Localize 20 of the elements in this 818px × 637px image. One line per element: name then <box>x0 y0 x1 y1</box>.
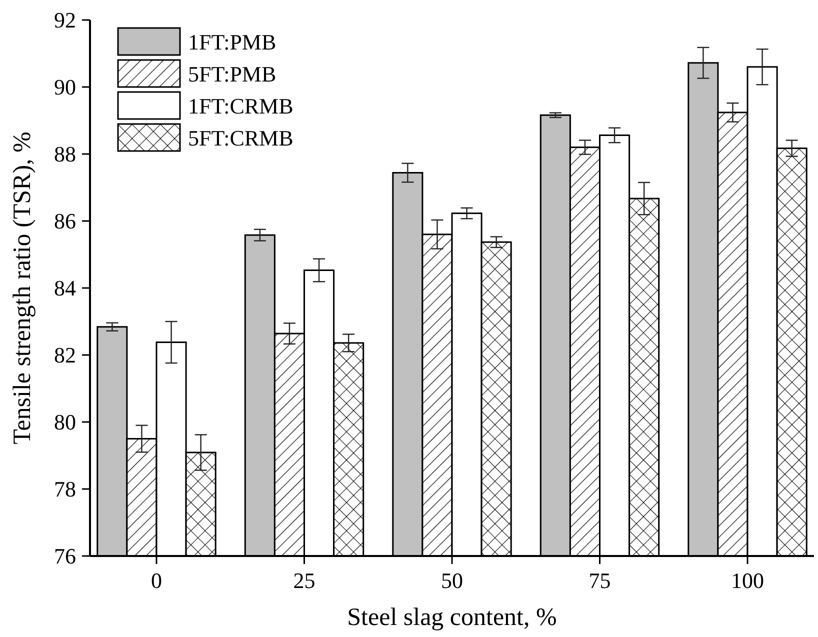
legend-label: 1FT:PMB <box>188 30 276 55</box>
y-tick-label: 92 <box>54 8 76 33</box>
y-tick-label: 86 <box>54 208 76 234</box>
x-tick-label: 50 <box>441 568 463 593</box>
y-tick-label: 76 <box>54 544 76 569</box>
x-tick-label: 0 <box>150 568 162 593</box>
legend-label: 5FT:PMB <box>188 62 276 87</box>
y-tick-label: 88 <box>54 142 76 167</box>
y-tick-label: 90 <box>54 74 76 100</box>
x-tick-label: 100 <box>731 568 764 593</box>
legend-label: 5FT:CRMB <box>188 126 294 151</box>
x-tick-label: 25 <box>293 568 316 593</box>
y-tick-label: 78 <box>54 476 76 502</box>
y-tick-label: 84 <box>54 276 76 301</box>
y-tick-label: 80 <box>54 410 76 435</box>
y-axis-title: Tensile strength ratio (TSR), % <box>9 132 36 444</box>
x-axis-title: Steel slag content, % <box>347 604 557 631</box>
legend-label: 1FT:CRMB <box>188 94 294 119</box>
y-tick-label: 82 <box>54 342 76 368</box>
x-tick-label: 75 <box>588 568 611 593</box>
